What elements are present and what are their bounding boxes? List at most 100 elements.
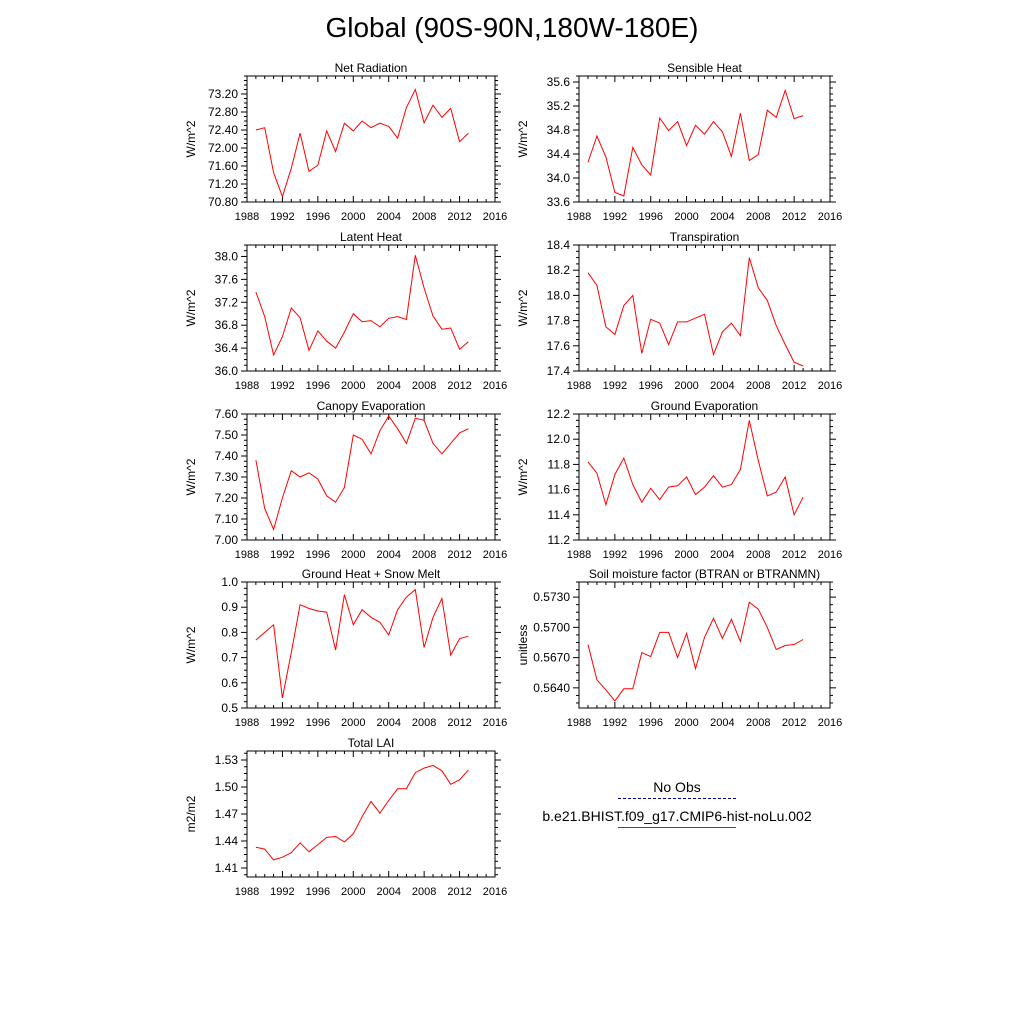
y-tick-label: 35.6	[547, 75, 571, 89]
x-tick-label: 2012	[782, 211, 806, 223]
page-title: Global (90S-90N,180W-180E)	[325, 12, 699, 43]
x-tick-label: 2012	[447, 211, 471, 223]
plot-frame	[246, 75, 496, 203]
x-tick-label: 2004	[710, 717, 734, 729]
y-axis-label: W/m^2	[184, 626, 198, 663]
x-tick-label: 1988	[235, 211, 259, 223]
y-tick-label: 73.20	[208, 87, 238, 101]
y-tick-label: 12.0	[547, 432, 571, 446]
series-line	[255, 88, 469, 199]
y-tick-label: 17.6	[547, 339, 571, 353]
x-tick-label: 2008	[412, 717, 436, 729]
y-axis-label: W/m^2	[516, 289, 530, 326]
y-tick-label: 1.0	[221, 575, 238, 589]
y-tick-label: 0.5670	[533, 651, 570, 665]
x-tick-label: 2004	[710, 549, 734, 561]
x-tick-label: 1988	[567, 717, 591, 729]
x-tick-label: 1988	[235, 717, 259, 729]
chart-title: Latent Heat	[340, 230, 403, 244]
x-tick-label: 1996	[638, 211, 662, 223]
x-tick-label: 1996	[638, 717, 662, 729]
y-tick-label: 17.8	[547, 314, 571, 328]
x-tick-label: 2012	[447, 549, 471, 561]
legend-obs-label: No Obs	[653, 779, 701, 795]
series-line	[255, 415, 469, 532]
y-tick-label: 1.44	[215, 834, 239, 848]
chart-panel-9: Total LAI m2/m2 1988 1992 1996 2000 2004 2008 20…	[184, 736, 507, 898]
x-tick-label: 2000	[341, 549, 365, 561]
legend-model-label: b.e21.BHIST.f09_g17.CMIP6-hist-noLu.002	[542, 808, 812, 824]
y-tick-label: 70.80	[208, 195, 238, 209]
chart-title: Sensible Heat	[667, 61, 742, 75]
y-tick-label: 0.6	[221, 676, 238, 690]
x-tick-label: 2016	[483, 211, 507, 223]
chart-title: Ground Evaporation	[651, 399, 758, 413]
x-tick-label: 1988	[235, 549, 259, 561]
series-line	[587, 88, 804, 197]
x-tick-label: 2012	[447, 717, 471, 729]
x-tick-label: 2004	[376, 717, 400, 729]
x-tick-label: 2012	[782, 717, 806, 729]
series-line	[587, 420, 804, 517]
y-tick-label: 7.50	[215, 428, 239, 442]
series-line	[587, 257, 804, 367]
x-tick-label: 1992	[270, 549, 294, 561]
y-tick-label: 0.5	[221, 701, 238, 715]
x-tick-label: 2000	[674, 211, 698, 223]
y-tick-label: 18.2	[547, 263, 571, 277]
y-tick-label: 7.10	[215, 512, 239, 526]
x-tick-label: 1996	[306, 380, 330, 392]
chart-panel-4: Transpiration W/m^2 1988 1992 1996 2000 2004 20…	[516, 230, 842, 392]
x-tick-label: 2012	[447, 886, 471, 898]
x-tick-label: 1996	[306, 717, 330, 729]
chart-panel-3: Latent Heat W/m^2 1988 1992 1996 2000 2004 2008…	[184, 230, 507, 392]
x-tick-label: 2008	[412, 886, 436, 898]
x-tick-label: 1992	[603, 717, 627, 729]
chart-panel-5: Canopy Evaporation W/m^2 1988 1992 1996 2000 2…	[184, 399, 507, 561]
y-tick-label: 34.8	[547, 123, 571, 137]
plot-frame	[578, 413, 831, 541]
x-tick-label: 1992	[270, 211, 294, 223]
x-tick-label: 1988	[235, 380, 259, 392]
x-tick-label: 1992	[603, 549, 627, 561]
y-tick-label: 36.8	[215, 318, 239, 332]
x-tick-label: 2016	[818, 717, 842, 729]
y-tick-label: 34.0	[547, 171, 571, 185]
x-tick-label: 2004	[710, 380, 734, 392]
y-tick-label: 36.4	[215, 341, 239, 355]
y-axis-label: W/m^2	[516, 120, 530, 157]
y-tick-label: 1.50	[215, 780, 239, 794]
x-tick-label: 2012	[447, 380, 471, 392]
x-tick-label: 2000	[674, 549, 698, 561]
x-tick-label: 2008	[746, 380, 770, 392]
y-tick-label: 11.4	[548, 508, 571, 522]
y-tick-label: 1.41	[215, 861, 239, 875]
x-tick-label: 2012	[782, 380, 806, 392]
y-axis-label: unitless	[516, 625, 530, 666]
x-tick-label: 2008	[412, 380, 436, 392]
x-tick-label: 2000	[341, 211, 365, 223]
x-tick-label: 2016	[483, 886, 507, 898]
chart-title: Total LAI	[348, 736, 395, 750]
x-tick-label: 1996	[638, 549, 662, 561]
y-axis-label: W/m^2	[184, 458, 198, 495]
x-tick-label: 2008	[746, 549, 770, 561]
y-tick-label: 37.2	[215, 295, 239, 309]
x-tick-label: 1996	[306, 886, 330, 898]
x-tick-label: 2000	[674, 380, 698, 392]
x-tick-label: 2016	[818, 549, 842, 561]
y-tick-label: 12.2	[547, 407, 571, 421]
x-tick-label: 2004	[376, 886, 400, 898]
y-tick-label: 7.00	[215, 533, 239, 547]
y-axis-label: W/m^2	[184, 289, 198, 326]
y-tick-label: 7.30	[215, 470, 239, 484]
y-tick-label: 37.6	[215, 272, 239, 286]
x-tick-label: 2012	[782, 549, 806, 561]
series-line	[587, 601, 804, 702]
y-tick-label: 11.2	[548, 533, 571, 547]
chart-title: Transpiration	[670, 230, 740, 244]
x-tick-label: 1988	[567, 380, 591, 392]
y-tick-label: 0.5730	[533, 590, 570, 604]
y-tick-label: 71.20	[208, 177, 238, 191]
